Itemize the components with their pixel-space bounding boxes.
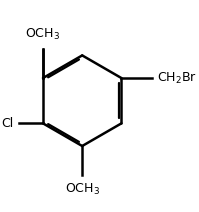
Text: OCH$_3$: OCH$_3$ xyxy=(65,182,100,197)
Text: Cl: Cl xyxy=(2,117,14,130)
Text: OCH$_3$: OCH$_3$ xyxy=(25,27,60,42)
Text: CH$_2$Br: CH$_2$Br xyxy=(157,71,197,86)
